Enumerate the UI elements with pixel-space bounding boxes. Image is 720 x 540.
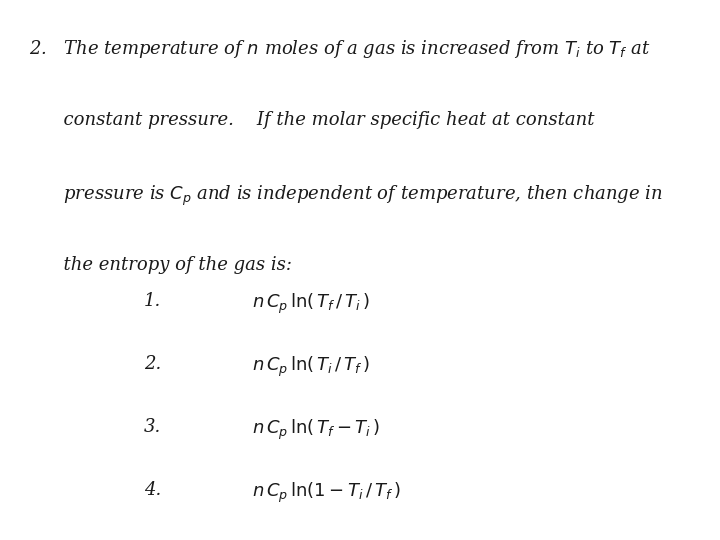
Text: $n\,C_p\,\mathrm{ln}(\,T_i\,/\,T_f\,)$: $n\,C_p\,\mathrm{ln}(\,T_i\,/\,T_f\,)$ xyxy=(252,355,370,379)
Text: $n\,C_p\,\mathrm{ln}(\,T_f - T_i\,)$: $n\,C_p\,\mathrm{ln}(\,T_f - T_i\,)$ xyxy=(252,418,380,442)
Text: 4.: 4. xyxy=(144,481,161,499)
Text: 2.: 2. xyxy=(144,355,161,373)
Text: 1.: 1. xyxy=(144,292,161,309)
Text: the entropy of the gas is:: the entropy of the gas is: xyxy=(29,256,292,274)
Text: pressure is $C_p$ and is independent of temperature, then change in: pressure is $C_p$ and is independent of … xyxy=(29,184,662,208)
Text: constant pressure.    If the molar specific heat at constant: constant pressure. If the molar specific… xyxy=(29,111,594,129)
Text: $n\,C_p\,\mathrm{ln}(\,T_f\,/\,T_i\,)$: $n\,C_p\,\mathrm{ln}(\,T_f\,/\,T_i\,)$ xyxy=(252,292,370,316)
Text: 2.   The temperature of $n$ moles of a gas is increased from $T_i$ to $T_f$ at: 2. The temperature of $n$ moles of a gas… xyxy=(29,38,650,60)
Text: $n\,C_p\,\mathrm{ln}(1 - T_i\,/\,T_f\,)$: $n\,C_p\,\mathrm{ln}(1 - T_i\,/\,T_f\,)$ xyxy=(252,481,400,505)
Text: 3.: 3. xyxy=(144,418,161,436)
